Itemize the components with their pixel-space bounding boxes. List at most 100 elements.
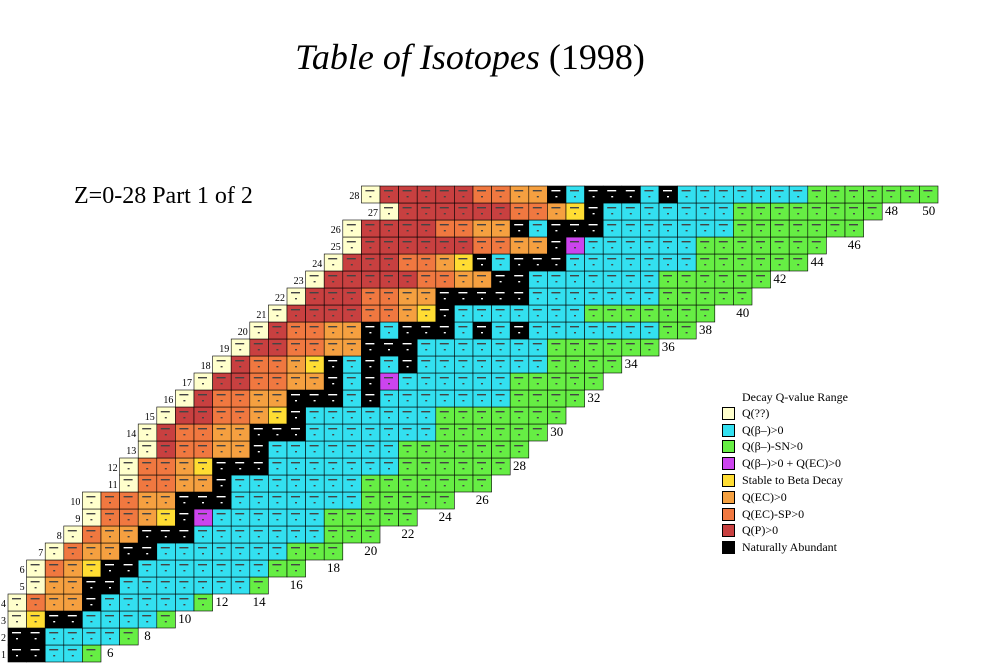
nuclide-cell: [379, 423, 399, 442]
nuclide-cell: [509, 185, 530, 204]
nuclide-cell: [565, 338, 585, 357]
nuclide-cell: [379, 491, 399, 510]
nuclide-cell: [751, 236, 771, 255]
nuclide-cell: [677, 304, 697, 323]
nuclide-cell: [286, 287, 306, 306]
nuclide-cell: [547, 219, 567, 238]
nuclide-cell: [547, 236, 567, 255]
nuclide-cell: [286, 559, 306, 578]
legend-item: Stable to Beta Decay: [722, 472, 848, 489]
nuclide-cell: [844, 219, 864, 238]
nuclide-cell: [416, 287, 437, 306]
legend-item: Q(β–)>0: [722, 422, 848, 439]
z-label: 16: [163, 395, 173, 406]
nuclide-cell: [398, 423, 418, 442]
nuclide-cell: [602, 287, 623, 306]
nuclide-cell: [305, 542, 325, 561]
nuclide-cell: [640, 321, 660, 340]
nuclide-cell: [547, 355, 567, 374]
nuclide-cell: [472, 338, 492, 357]
nuclide-cell: [435, 355, 455, 374]
nuclide-cell: [82, 542, 102, 561]
nuclide-cell: [491, 304, 511, 323]
nuclide-cell: [398, 202, 418, 221]
z-label: 18: [201, 361, 211, 372]
nuclide-cell: [509, 372, 530, 391]
nuclide-cell: [547, 389, 567, 408]
nuclide-cell: [305, 355, 325, 374]
nuclide-cell: [286, 508, 306, 527]
nuclide-cell: [454, 406, 474, 425]
nuclide-cell: [137, 542, 158, 561]
nuclide-cell: [602, 253, 623, 272]
nuclide-cell: [230, 474, 251, 493]
nuclide-cell: [788, 253, 809, 272]
nuclide-cell: [416, 491, 437, 510]
nuclide-cell: [491, 423, 511, 442]
nuclide-cell: [323, 389, 344, 408]
n-label: 6: [107, 645, 114, 660]
nuclide-cell: [268, 389, 288, 408]
nuclide-cell: [584, 372, 604, 391]
nuclide-cell: [491, 253, 511, 272]
nuclide-cell: [193, 491, 213, 510]
nuclide-cell: [379, 474, 399, 493]
nuclide-cell: [212, 525, 232, 544]
z-label: 27: [368, 208, 378, 219]
nuclide-cell: [230, 389, 251, 408]
nuclide-cell: [695, 219, 716, 238]
nuclide-cell: [286, 491, 306, 510]
nuclide-cell: [379, 338, 399, 357]
nuclide-cell: [44, 610, 65, 629]
nuclide-cell: [677, 219, 697, 238]
nuclide-cell: [733, 236, 753, 255]
nuclide-cell: [212, 389, 232, 408]
nuclide-cell: [398, 440, 418, 459]
nuclide-cell: [305, 474, 325, 493]
nuclide-cell: [379, 406, 399, 425]
nuclide-cell: [826, 219, 846, 238]
nuclide-cell: [100, 610, 120, 629]
nuclide-cell: [156, 542, 176, 561]
nuclide-cell: [826, 202, 846, 221]
nuclide-cell: [584, 253, 604, 272]
z-label: 19: [219, 344, 229, 355]
nuclide-cell: [435, 219, 455, 238]
nuclide-cell: [137, 457, 158, 476]
nuclide-cell: [119, 610, 139, 629]
nuclide-cell: [379, 219, 399, 238]
nuclide-cell: [528, 355, 548, 374]
nuclide-cell: [100, 593, 120, 612]
legend-swatch: [722, 474, 735, 488]
nuclide-cell: [565, 321, 585, 340]
nuclide-cell: [137, 525, 158, 544]
nuclide-cell: [658, 287, 678, 306]
nuclide-cell: [379, 372, 399, 391]
nuclide-cell: [305, 406, 325, 425]
nuclide-cell: [416, 202, 437, 221]
nuclide-cell: [193, 474, 213, 493]
nuclide-cell: [398, 321, 418, 340]
nuclide-cell: [63, 576, 83, 595]
legend-label: Naturally Abundant: [742, 540, 837, 555]
nuclide-cell: [509, 440, 530, 459]
legend-label: Q(EC)>0: [742, 489, 787, 504]
nuclide-cell: [268, 406, 288, 425]
nuclide-cell: [323, 355, 344, 374]
n-label: 18: [327, 560, 340, 575]
nuclide-cell: [175, 508, 195, 527]
nuclide-cell: [286, 525, 306, 544]
nuclide-cell: [342, 219, 362, 238]
nuclide-cell: [565, 202, 585, 221]
nuclide-cell: [379, 270, 399, 289]
nuclide-cell: [249, 559, 269, 578]
nuclide-cell: [584, 219, 604, 238]
nuclide-cell: [230, 457, 251, 476]
nuclide-cell: [509, 355, 530, 374]
nuclide-cell: [286, 457, 306, 476]
nuclide-cell: [82, 559, 102, 578]
nuclide-cell: [361, 236, 381, 255]
nuclide-cell: [509, 287, 530, 306]
z-label: 25: [331, 242, 341, 253]
nuclide-cell: [212, 423, 232, 442]
